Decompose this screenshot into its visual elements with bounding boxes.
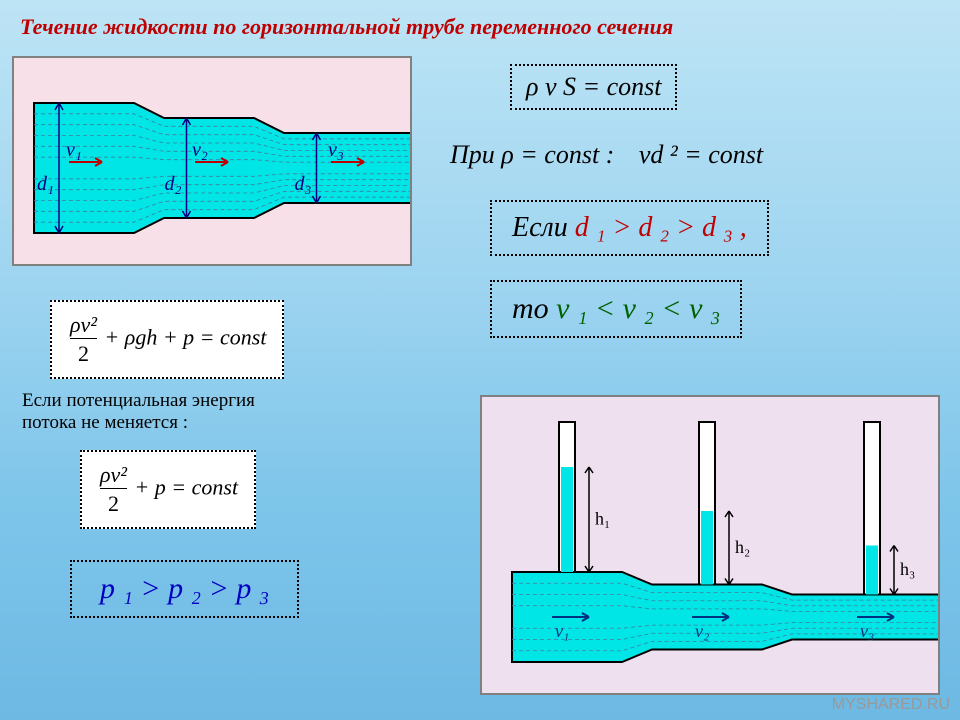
pressure-relation-box: p ₁ > p ₂ > p ₃ [70,560,299,618]
svg-text:h₂: h₂ [735,537,750,557]
continuity-equation: ρ v S = const [510,64,677,110]
svg-text:d₁: d₁ [37,173,54,195]
potential-note: Если потенциальная энергия потока не мен… [22,390,255,434]
watermark: MYSHARED.RU [832,696,950,714]
velocity-relation: v ₁ < v ₂ < v ₃ [556,292,720,325]
bern-rhs: const [220,325,266,350]
svg-text:h₃: h₃ [900,559,915,579]
bern2-mid: + p = [134,475,186,500]
svg-text:v₃: v₃ [328,139,344,161]
bern2-rhs: const [192,475,238,500]
then-text: то [512,292,556,325]
svg-text:v₁: v₁ [66,139,82,161]
svg-text:d₃: d₃ [295,173,312,195]
velocity-relation-box: то v ₁ < v ₂ < v ₃ [490,280,742,338]
manometer-diagram-panel: h₁ v₁ h₂ v₂ h₃ v₃ [480,395,940,695]
pressure-relation: p ₁ > p ₂ > p ₃ [100,572,269,605]
pipe-diagram-panel: v₁ d₁ v₂ d₂ v₃ d₃ [12,56,412,266]
diameter-relation-box: Если d ₁ > d ₂ > d ₃ , [490,200,769,256]
manometer-svg: h₁ v₁ h₂ v₂ h₃ v₃ [482,397,938,693]
density-const-text: При ρ = const : [450,140,614,169]
diameter-relation: d ₁ > d ₂ > d ₃ , [575,212,747,243]
bernoulli-short: ρv²2 + p = const [80,450,256,529]
bern-mid: + ρgh + p = [104,325,214,350]
svg-text:d₂: d₂ [165,173,182,195]
svg-text:v₁: v₁ [555,621,569,641]
bern-den: 2 [70,341,97,367]
svg-text:v₂: v₂ [192,139,208,161]
if-prefix: Если [512,212,575,243]
pipe-svg: v₁ d₁ v₂ d₂ v₃ d₃ [14,58,410,264]
page-title: Течение жидкости по горизонтальной трубе… [20,14,940,40]
bernoulli-full: ρv²2 + ρgh + p = const [50,300,284,379]
bern2-den: 2 [100,491,127,517]
svg-text:v₂: v₂ [695,621,709,641]
vd-const: vd ² = const [639,140,763,169]
bern2-num: ρv² [100,462,127,489]
svg-text:v₃: v₃ [860,621,874,641]
svg-text:h₁: h₁ [595,509,610,529]
bern-num: ρv² [70,312,97,339]
density-const-row: При ρ = const : vd ² = const [450,140,763,170]
